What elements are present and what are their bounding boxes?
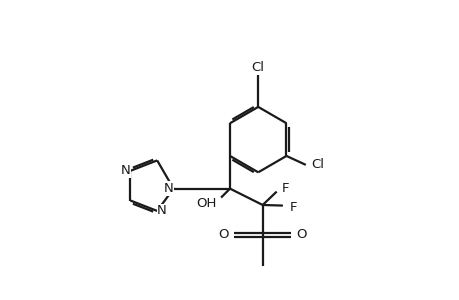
Text: F: F — [289, 202, 297, 214]
Text: O: O — [296, 228, 306, 241]
Text: Cl: Cl — [251, 61, 264, 74]
Text: N: N — [163, 182, 173, 195]
Text: Cl: Cl — [310, 158, 324, 171]
Text: O: O — [218, 228, 229, 241]
Text: N: N — [120, 164, 130, 177]
Text: N: N — [157, 204, 167, 218]
Text: F: F — [281, 182, 289, 195]
Text: OH: OH — [196, 197, 216, 210]
